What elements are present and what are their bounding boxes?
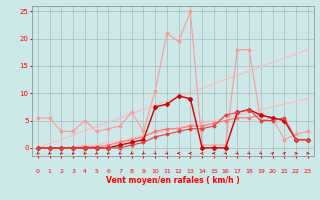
X-axis label: Vent moyen/en rafales ( km/h ): Vent moyen/en rafales ( km/h ) xyxy=(106,176,240,185)
